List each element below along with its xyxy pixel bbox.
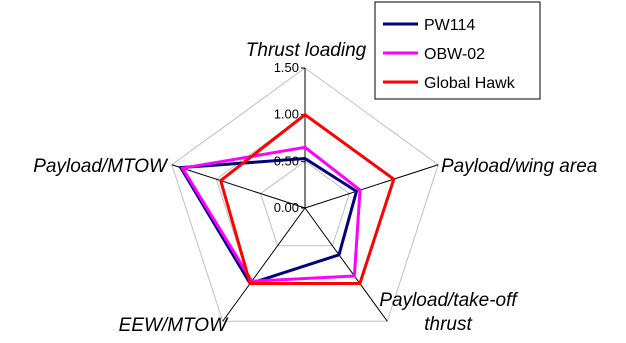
axis-label-3: EEW/MTOW: [119, 315, 229, 336]
series-line-pw114: [178, 156, 359, 286]
tick-label-1: 0.50: [274, 153, 299, 168]
tick-label-2: 1.00: [274, 107, 299, 122]
axis-spoke-2: [304, 207, 388, 322]
series-line-global-hawk: [218, 112, 396, 286]
legend-label-pw114: PW114: [424, 17, 475, 34]
axis-label-1: Payload/wing area: [441, 156, 597, 177]
axis-label-2-line-1: thrust: [424, 314, 472, 335]
axis-label-4: Payload/MTOW: [33, 156, 169, 177]
grid-ring-1: [260, 160, 350, 247]
axis-spoke-1: [304, 164, 439, 209]
tick-label-0: 0.00: [274, 200, 299, 215]
axis-label-2-line-0: Payload/take-off: [379, 290, 518, 311]
axis-spoke-3: [222, 207, 306, 322]
grid-ring-3: [171, 67, 439, 322]
tick-label-3: 1.50: [274, 60, 299, 75]
legend-label-obw-02: OBW-02: [424, 46, 485, 63]
legend-label-global-hawk: Global Hawk: [424, 75, 516, 92]
axis-spoke-4: [171, 164, 306, 209]
series-line-obw-02: [180, 145, 362, 283]
axis-label-0: Thrust loading: [246, 40, 367, 61]
